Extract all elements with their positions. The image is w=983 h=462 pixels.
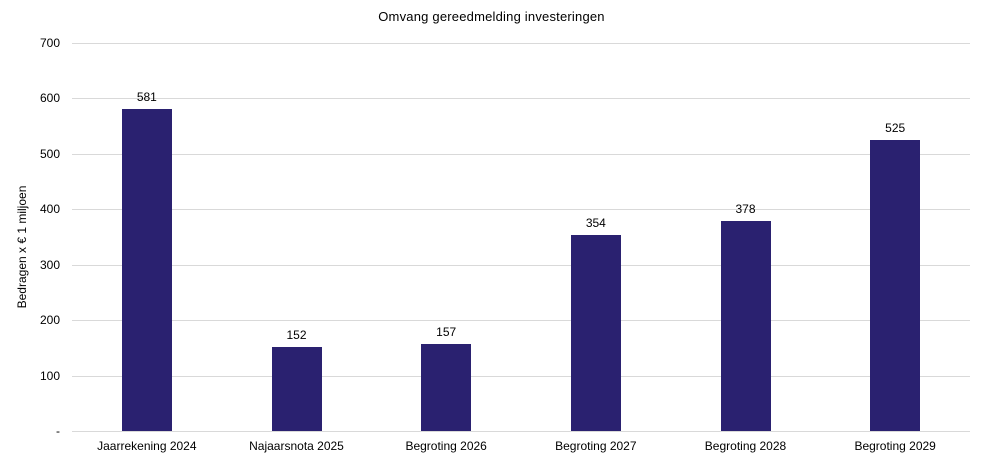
bar-value-label: 152 xyxy=(286,327,307,342)
x-axis-category-label: Begroting 2029 xyxy=(854,439,936,453)
gridline-y-400 xyxy=(72,209,970,211)
gridline-y-600 xyxy=(72,98,970,100)
y-tick-label-300: 300 xyxy=(39,257,60,272)
y-tick-label-0: - xyxy=(56,424,60,438)
bar-begroting-2028 xyxy=(720,221,771,431)
gridline-y-700 xyxy=(72,43,970,44)
bar-jaarrekening-2024 xyxy=(121,108,172,431)
y-tick-label-600: 600 xyxy=(39,91,60,106)
y-tick-label-500: 500 xyxy=(39,146,60,161)
y-tick-label-100: 100 xyxy=(39,368,60,383)
bar-value-label: 581 xyxy=(136,89,157,104)
chart-title: Omvang gereedmelding investeringen xyxy=(378,9,605,24)
y-tick-label-400: 400 xyxy=(39,202,60,217)
bar-begroting-2026 xyxy=(421,343,472,431)
bar-value-label: 378 xyxy=(735,202,756,217)
gridline-y-0 xyxy=(72,431,970,432)
x-axis-category-label: Najaarsnota 2025 xyxy=(249,439,344,453)
bar-value-label: 354 xyxy=(585,215,606,230)
bar-najaarsnota-2025 xyxy=(271,346,322,431)
x-axis-category-label: Jaarrekening 2024 xyxy=(97,439,197,453)
bar-value-label: 525 xyxy=(885,121,906,135)
bar-begroting-2027 xyxy=(570,234,621,431)
y-axis-title: Bedragen x € 1 miljoen xyxy=(15,185,29,309)
gridline-y-200 xyxy=(72,320,970,322)
gridline-y-500 xyxy=(72,153,970,155)
bar-value-label: 157 xyxy=(436,324,457,339)
x-axis-category-label: Begroting 2028 xyxy=(704,439,787,453)
x-axis-category-label: Begroting 2026 xyxy=(405,439,487,453)
bar-begroting-2029 xyxy=(870,140,921,431)
y-tick-label-200: 200 xyxy=(39,313,60,328)
gridline-y-100 xyxy=(72,375,970,377)
x-axis-category-label: Begroting 2027 xyxy=(555,439,637,453)
y-tick-label-700: 700 xyxy=(39,36,60,50)
gridline-y-300 xyxy=(72,264,970,266)
